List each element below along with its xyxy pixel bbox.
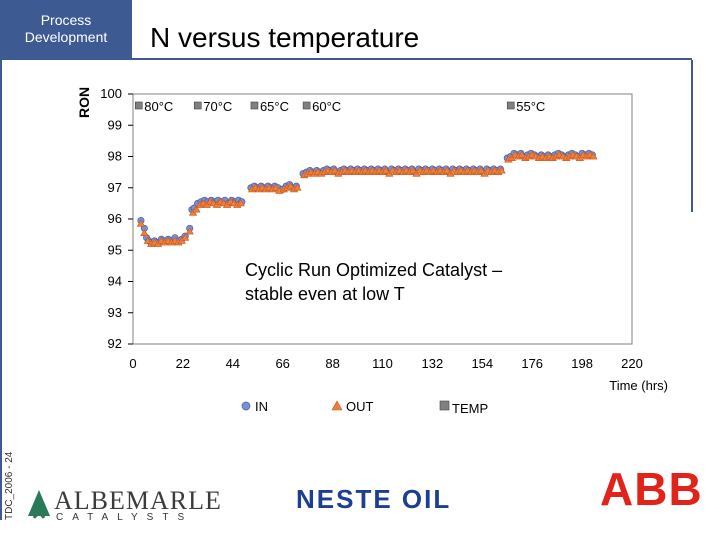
out-point <box>589 152 598 160</box>
out-point <box>271 183 281 191</box>
ron-chart: 92 93 94 95 96 97 98 99 100 0 22 44 66 88 110 132 154 176… <box>100 86 668 416</box>
x-tick-label: 88 <box>325 356 339 371</box>
x-tick-label: 176 <box>521 356 543 371</box>
neste-oil-logo: NESTE OIL <box>296 484 452 514</box>
section-tag-line1: Process <box>40 12 92 28</box>
x-tick-label: 22 <box>176 356 190 371</box>
out-point <box>381 166 391 174</box>
y-tick-label: 92 <box>108 336 122 351</box>
x-tick-label: 198 <box>571 356 593 371</box>
temp-label: 65°C <box>260 99 289 114</box>
y-tick-label: 95 <box>108 242 122 257</box>
y-tick-label: 96 <box>108 211 122 226</box>
annotation-line: stable even at low T <box>245 284 405 304</box>
x-axis-label: Time (hrs) <box>609 378 668 393</box>
temp-marker <box>134 101 143 110</box>
y-tick-label: 97 <box>108 180 122 195</box>
out-point <box>192 205 201 213</box>
legend-out-swatch <box>331 400 343 411</box>
out-point <box>136 219 146 227</box>
x-tick-label: 110 <box>372 356 393 371</box>
plot-area <box>132 93 633 345</box>
out-point <box>517 150 527 158</box>
legend-temp-label: TEMP <box>452 401 488 416</box>
y-tick-label: 100 <box>100 86 122 101</box>
legend-in-swatch <box>241 401 251 411</box>
x-tick-label: 66 <box>275 356 289 371</box>
left-frame-rule <box>0 60 2 520</box>
temp-label: 60°C <box>312 99 341 114</box>
temp-label: 70°C <box>203 99 232 114</box>
temp-label: 80°C <box>144 99 173 114</box>
x-tick-label: 154 <box>471 356 493 371</box>
out-point <box>443 166 452 174</box>
temp-marker <box>250 101 259 110</box>
albemarle-sub: CATALYSTS <box>56 512 194 523</box>
out-point <box>185 227 194 235</box>
slide-title: N versus temperature <box>150 22 420 53</box>
out-point <box>140 228 149 236</box>
legend-temp-swatch <box>439 400 450 411</box>
out-point <box>181 233 190 241</box>
out-point <box>477 166 486 174</box>
y-tick-label: 94 <box>108 274 122 289</box>
title-rule <box>132 58 692 60</box>
albemarle-mark-icon <box>28 490 50 519</box>
footer-code: TDC_2006 - 24 <box>4 451 15 520</box>
abb-logo: ABB <box>600 463 703 515</box>
x-tick-label: 0 <box>129 356 136 371</box>
y-tick-label: 98 <box>108 149 122 164</box>
albemarle-name: ALBEMARLE <box>54 486 222 515</box>
out-point <box>408 166 418 174</box>
legend-in-label: IN <box>255 399 268 414</box>
out-point <box>293 183 302 191</box>
legend-out-label: OUT <box>346 399 374 414</box>
section-tag: Process Development <box>0 0 132 60</box>
out-point <box>286 181 295 190</box>
y-tick-label: 93 <box>108 305 122 320</box>
temp-marker <box>302 101 311 110</box>
temp-label: 55°C <box>516 99 545 114</box>
x-tick-label: 132 <box>422 356 444 371</box>
temp-marker <box>506 101 515 110</box>
temp-marker <box>193 101 202 110</box>
y-tick-label: 99 <box>108 117 122 132</box>
annotation-line: Cyclic Run Optimized Catalyst – <box>245 260 502 280</box>
x-tick-label: 220 <box>621 356 643 371</box>
out-point <box>236 199 245 207</box>
out-point <box>497 166 506 174</box>
out-point <box>143 236 152 244</box>
x-tick-label: 44 <box>226 356 240 371</box>
section-tag-line2: Development <box>24 29 108 45</box>
right-frame-rule <box>691 60 693 212</box>
out-point <box>330 166 339 174</box>
